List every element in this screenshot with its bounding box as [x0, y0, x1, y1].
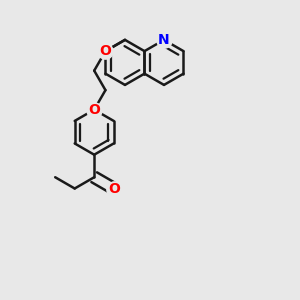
Text: O: O: [100, 44, 111, 58]
Text: O: O: [108, 182, 120, 196]
Text: N: N: [158, 33, 170, 47]
Text: O: O: [88, 103, 100, 117]
